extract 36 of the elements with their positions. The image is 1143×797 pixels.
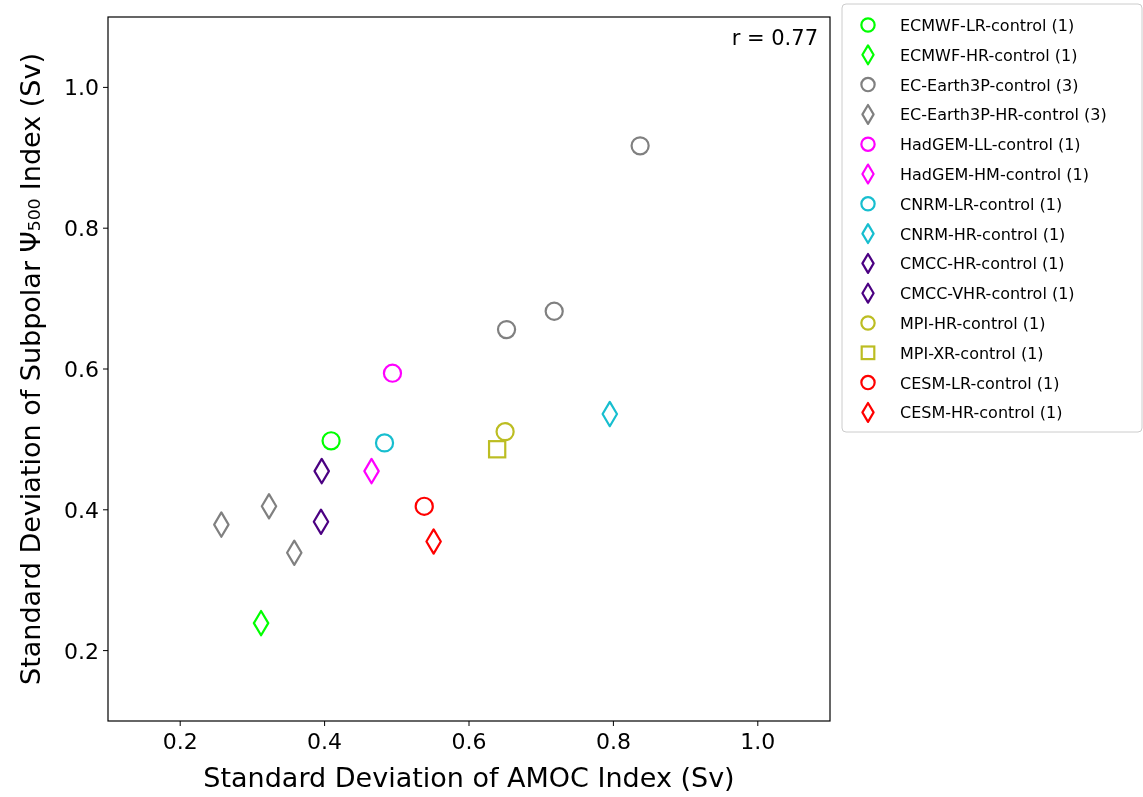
point [374, 433, 395, 453]
legend-label: EC-Earth3P-HR-control (3) [900, 105, 1107, 125]
x-tick-label: 0.8 [595, 729, 631, 754]
legend-label: CNRM-HR-control (1) [900, 224, 1066, 244]
legend-label: ECMWF-HR-control (1) [900, 45, 1078, 65]
x-tick-label: 0.2 [162, 729, 198, 754]
legend-label: HadGEM-LL-control (1) [900, 135, 1081, 155]
x-tick-label: 0.6 [451, 729, 487, 754]
y-tick-label: 1.0 [64, 75, 99, 101]
x-tick-label: 0.4 [307, 729, 343, 754]
y-tick-label: 0.2 [64, 638, 99, 664]
legend-label: MPI-HR-control (1) [900, 314, 1046, 333]
y-tick-label: 0.8 [64, 216, 99, 242]
y-tick-label: 0.6 [64, 357, 99, 382]
legend-label: MPI-XR-control (1) [900, 343, 1044, 363]
y-axis-title: Standard Deviation of Subpolar Ψ₅₀₀ Index (Sv) [15, 53, 46, 685]
point [544, 301, 564, 321]
legend-label: ECMWF-LR-control (1) [900, 16, 1075, 35]
legend-label: EC-Earth3P-control (3) [900, 75, 1079, 95]
point [414, 496, 434, 516]
legend-label: CMCC-VHR-control (1) [900, 284, 1075, 304]
point [321, 431, 341, 451]
point [487, 440, 507, 459]
legend-label: CNRM-LR-control (1) [900, 194, 1063, 214]
legend-label: CESM-LR-control (1) [900, 373, 1060, 393]
legend-label: CMCC-HR-control (1) [900, 254, 1065, 274]
x-axis-title: Standard Deviation of AMOC Index (Sv) [203, 762, 735, 793]
point [630, 136, 650, 156]
point [496, 319, 517, 340]
point [495, 422, 515, 442]
y-tick-label: 0.4 [64, 497, 99, 523]
legend-label: CESM-HR-control (1) [900, 403, 1063, 423]
point [382, 363, 403, 383]
legend-label: HadGEM-HM-control (1) [900, 165, 1089, 184]
x-tick-label: 1.0 [740, 729, 776, 754]
annotation: r = 0.77 [731, 26, 818, 50]
